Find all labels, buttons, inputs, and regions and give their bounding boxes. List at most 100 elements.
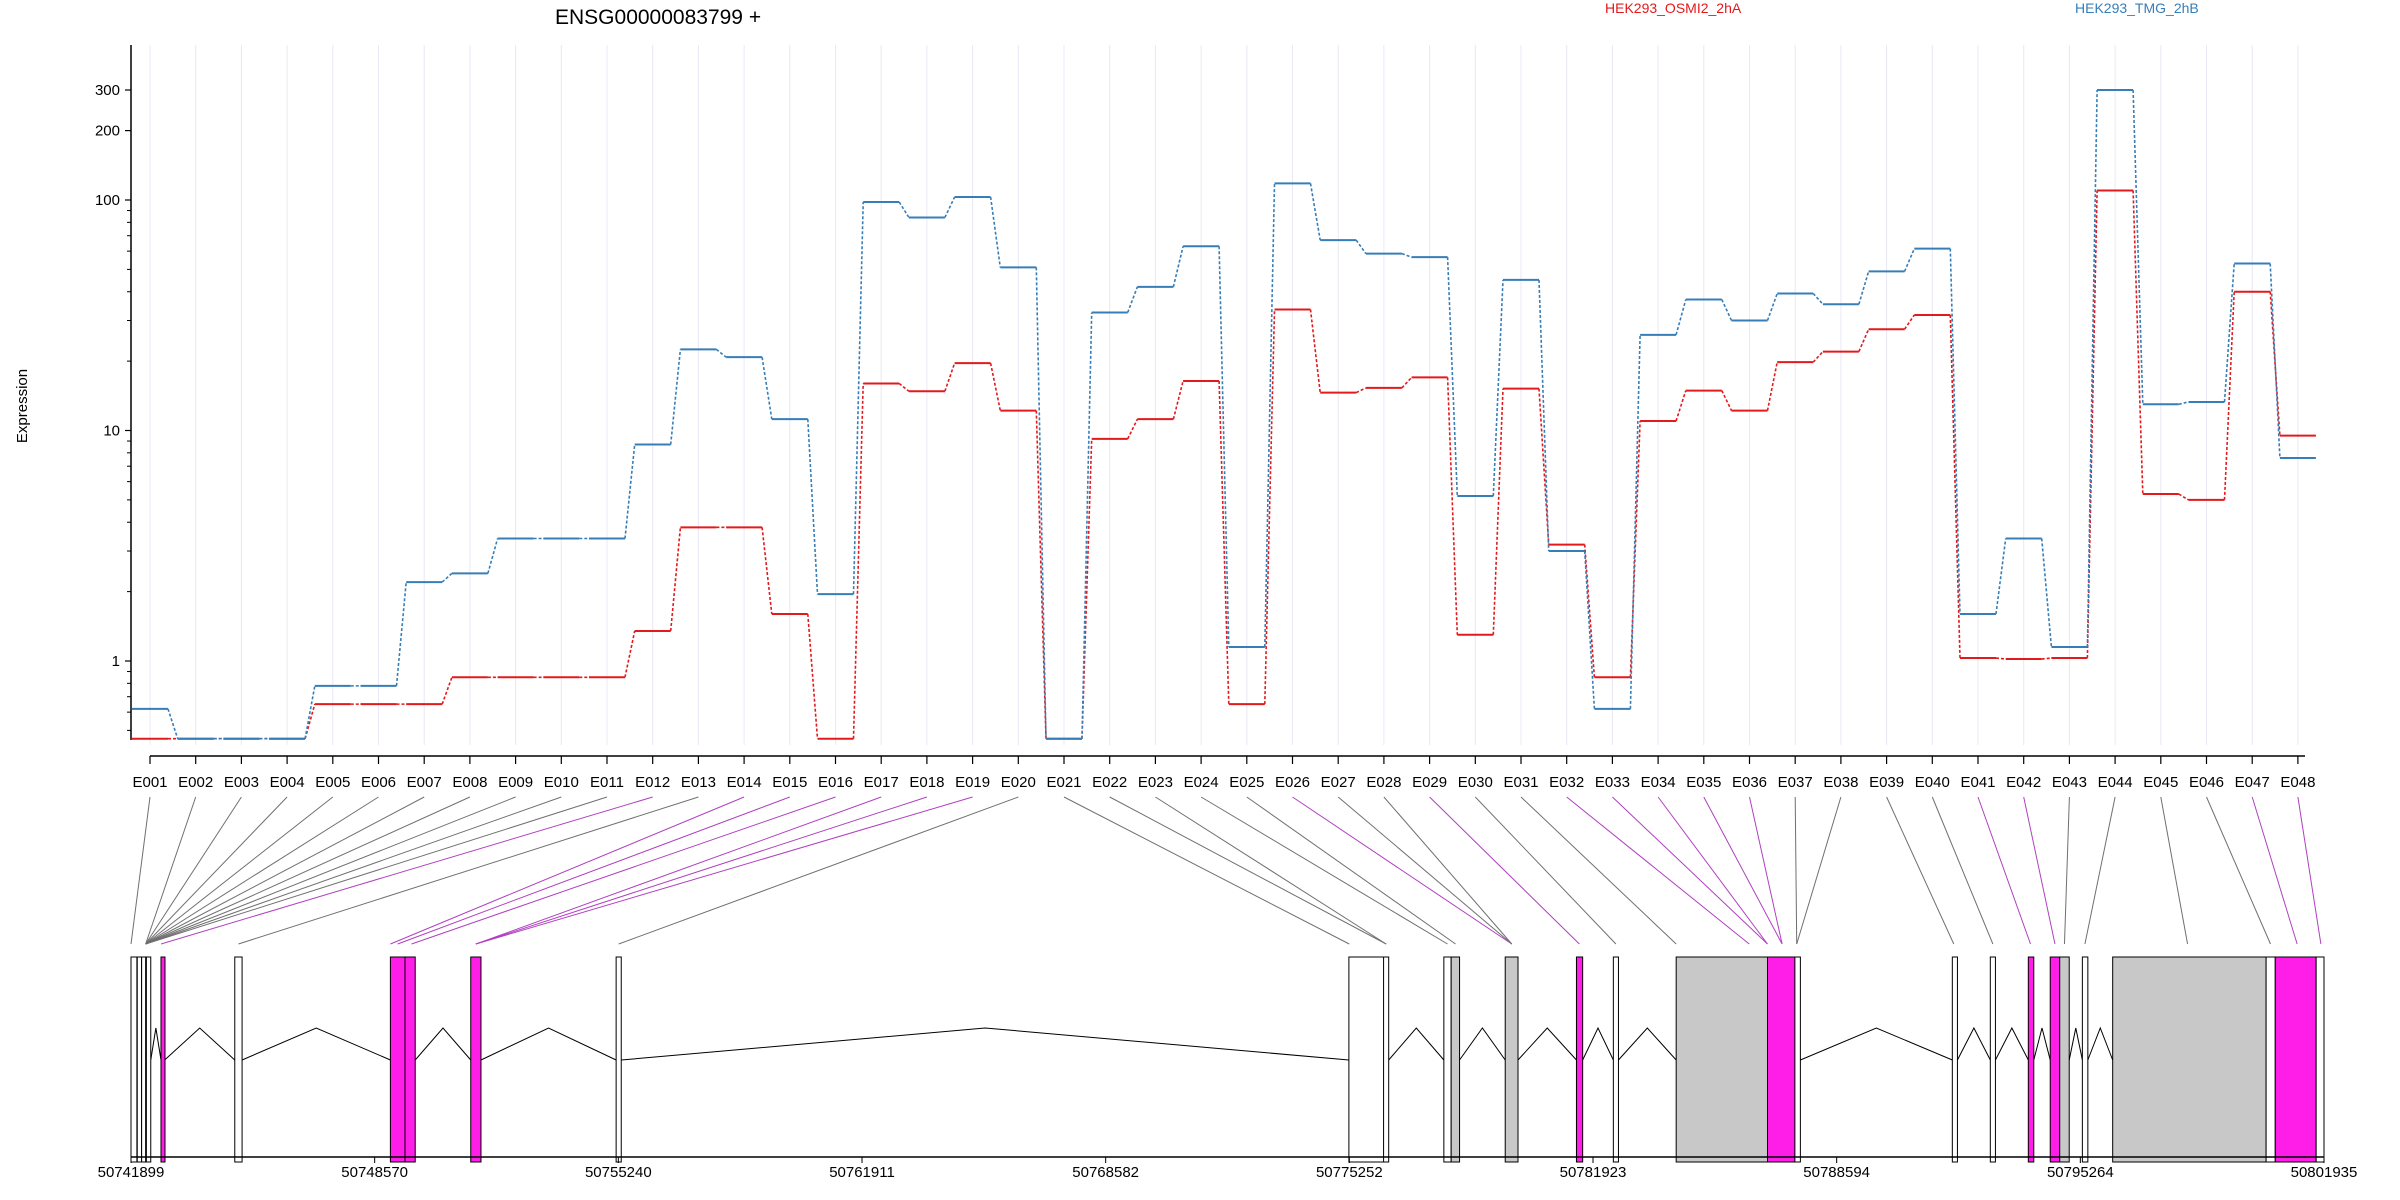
exon-connector [2023,796,2056,945]
exon-block [1989,956,1996,1163]
data-connector [2041,657,2052,660]
x-tick-label: E048 [2280,774,2315,791]
data-connector [1903,314,1915,330]
data-connector [1264,183,1276,648]
intron-line [1994,1026,2029,1061]
x-tick-label: E040 [1915,774,1950,791]
data-connector [944,196,956,218]
legend-series-b: HEK293_TMG_2hB [2075,0,2199,16]
exon-connector [1566,796,1750,945]
exon-connector [145,796,471,945]
data-connector [2269,263,2281,459]
axes-layer [130,45,2305,757]
exon-connector [1429,796,1580,945]
exon-connector [1886,796,1955,945]
data-connector [2132,89,2144,405]
intron-line [164,1027,236,1061]
coord-label: 50775252 [1316,1164,1383,1181]
data-connector [1355,387,1367,394]
exon-connectors [130,796,2322,945]
data-connector [1858,271,1870,305]
data-connector [1264,309,1276,705]
x-tick-label: E021 [1046,774,1081,791]
data-connector [715,348,727,358]
data-connector [807,613,819,739]
data-connector [1766,361,1778,411]
x-tick-label: E030 [1458,774,1493,791]
data-connector [1492,388,1504,635]
exon-block [1675,956,1768,1163]
y-tick-label: 100 [95,192,120,209]
exon-block [2081,956,2089,1163]
x-tick-label: E027 [1321,774,1356,791]
data-connector [1218,380,1230,705]
exon-connector [1703,796,1783,945]
x-tick-label: E029 [1412,774,1447,791]
data-connector [1538,279,1550,552]
data-connector [1995,538,2007,615]
data-connector [1446,257,1459,496]
intron-line [1582,1026,1614,1061]
x-tick-label: E039 [1869,774,1904,791]
exon-block [1951,956,1958,1163]
x-tick-label: E010 [544,774,579,791]
exon-connector [411,796,836,945]
exon-block [160,956,166,1163]
data-connector [989,362,1002,411]
intron-line [1618,1027,1677,1061]
exon-connector [145,796,334,945]
exon-connector [1749,796,1783,945]
exon-connector [160,796,653,945]
data-connector [1721,390,1733,411]
x-ticks: E001 E002 E003 E004 E005 E006 E007 E008 E009 E010… [132,756,2315,791]
y-tick-label: 300 [95,82,120,99]
exon-block [2112,956,2267,1163]
data-connector [2178,401,2189,406]
exon-connector [618,796,1019,945]
x-tick-label: E017 [864,774,899,791]
intron-line [2087,1026,2114,1061]
exon-connector [1794,796,1798,945]
intron-line [480,1027,617,1061]
intron-line [150,1027,162,1061]
exon-connector [475,796,882,945]
data-connector [1583,550,1596,709]
exon-block [141,956,147,1163]
data-connector [1675,299,1687,336]
y-tick-label: 10 [103,423,120,440]
exon-block [470,956,482,1163]
data-connector [2223,291,2235,500]
x-tick-label: E045 [2143,774,2178,791]
exon-block [1504,956,1519,1163]
data-connector [669,527,682,632]
data-connector [1812,351,1824,363]
x-tick-label: E028 [1366,774,1401,791]
exon-connector [145,796,242,945]
exon-block [2274,956,2317,1163]
data-connector [304,685,316,739]
exon-connector [1063,796,1350,945]
x-tick-label: E026 [1275,774,1310,791]
data-connector [2223,263,2235,403]
exon-connector [1977,796,2031,945]
data-connector [1812,292,1824,305]
data-connector [807,419,819,595]
intron-line [1956,1026,1991,1061]
exon-block [234,956,243,1163]
exon-connector [2206,796,2271,945]
exon-connector [145,796,379,945]
exon-block [2027,956,2035,1163]
coord-label: 50761911 [829,1164,895,1181]
coord-label: 50781923 [1560,1164,1627,1181]
data-connector [1492,279,1504,496]
coord-label: 50788594 [1803,1164,1870,1181]
exon-connector [1155,796,1387,945]
coord-label: 50795264 [2047,1164,2114,1181]
x-tick-label: E037 [1778,774,1813,791]
x-tick-label: E003 [224,774,259,791]
intron-line [2068,1027,2083,1061]
x-tick-label: E007 [407,774,442,791]
data-connector [1172,246,1184,288]
data-connector [1401,376,1413,389]
